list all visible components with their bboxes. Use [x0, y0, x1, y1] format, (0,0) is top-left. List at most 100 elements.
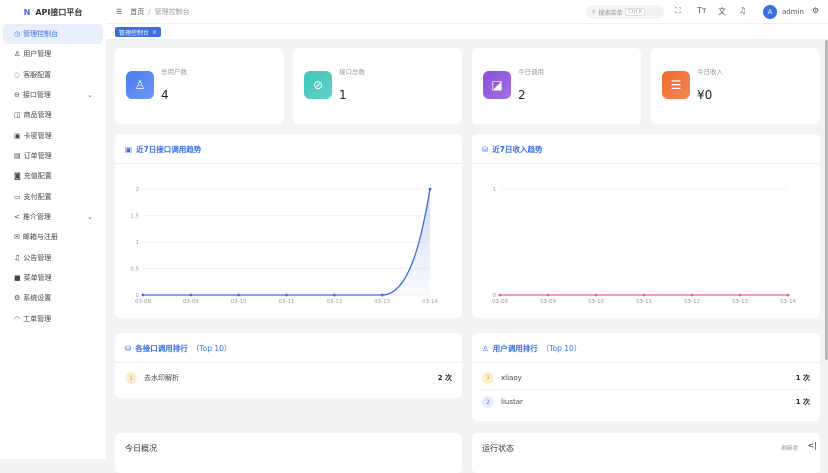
sidebar-item-1[interactable]: ♙ 用户管理	[3, 44, 103, 64]
rank-badge: 1	[125, 372, 137, 384]
sidebar-item-5[interactable]: ▣ 卡密管理	[3, 126, 103, 146]
header: ☰ 首页 / 管理控制台 ⌕ 搜索菜单 Ctrl K ⛶ Tт 文 ♫ A admi…	[106, 0, 828, 24]
breadcrumb-current: 管理控制台	[154, 7, 190, 16]
x-tick-label: 03-09	[183, 299, 199, 305]
sidebar-nav: ◷ 管理控制台 ♙ 用户管理 ◌ 客服配置 ⊖ 接口管理 ⌄ ◫ 商品管理 ▣ 卡密管理 ▤ 订单管理 ◙ 充值…	[0, 24, 106, 329]
stat-label: 今日收入	[697, 68, 723, 76]
x-tick-label: 03-08	[135, 299, 151, 305]
breadcrumb-home[interactable]: 首页	[130, 7, 145, 16]
chevron-down-icon[interactable]: ⌄	[87, 213, 93, 222]
user-icon: ♙	[126, 71, 154, 99]
api-trend-card: ▣ 近7日接口调用趋势 0 0.5 1 1.5 2 03-08 03-09 03-10 03-11…	[115, 134, 462, 318]
api-name: 去水印解析	[144, 374, 179, 382]
sidebar-item-4[interactable]: ◫ 商品管理	[3, 105, 103, 125]
stat-value: 1	[339, 88, 347, 102]
sidebar-item-8[interactable]: ▭ 支付配置	[3, 187, 103, 207]
recharge-icon: ◙	[14, 172, 21, 181]
sidebar-item-14[interactable]: ◠ 工单管理	[3, 309, 103, 329]
order-icon: ▤	[14, 152, 21, 161]
data-point	[498, 293, 502, 297]
rank-badge: 2	[482, 396, 494, 408]
search-placeholder: 搜索菜单	[598, 9, 623, 17]
sidebar-item-9[interactable]: < 推介管理 ⌄	[3, 207, 103, 227]
sidebar-item-12[interactable]: ■ 菜单管理	[3, 268, 103, 288]
chart-title: 近7日接口调用趋势	[136, 145, 202, 154]
card-subtitle: （Top 10）	[541, 344, 582, 353]
bell-icon[interactable]: ♫	[739, 6, 747, 15]
breadcrumb-separator: /	[148, 7, 151, 16]
card-title: 运行状态	[482, 444, 514, 453]
chevron-down-icon[interactable]: ⌄	[87, 91, 93, 100]
sidebar-item-2[interactable]: ◌ 客服配置	[3, 65, 103, 85]
y-tick-label: 0	[493, 293, 497, 299]
sidebar-item-11[interactable]: ♫ 公告管理	[3, 248, 103, 268]
stat-value: ¥0	[697, 88, 713, 102]
tab-dashboard[interactable]: 管理控制台 ×	[115, 27, 162, 37]
y-tick-label: 2	[136, 187, 140, 193]
close-icon[interactable]: ×	[152, 28, 158, 36]
x-tick-label: 03-13	[374, 299, 390, 305]
sidebar-item-label: 推介管理	[22, 213, 51, 222]
bag-icon: ◫	[14, 111, 21, 120]
mail-icon: ✉	[14, 233, 20, 242]
stat-label: 接口总数	[339, 68, 365, 76]
menu-toggle-icon[interactable]: ☰	[116, 7, 123, 16]
chat-icon: ◌	[14, 70, 21, 79]
data-point	[786, 293, 790, 297]
gear-icon: ⚙	[14, 294, 21, 303]
sidebar-item-label: 支付配置	[23, 192, 52, 201]
sidebar-item-label: 系统设置	[23, 294, 52, 303]
call-count: 1 次	[795, 398, 810, 406]
logo-icon: N	[23, 7, 31, 17]
search-shortcut: Ctrl K	[625, 8, 646, 16]
dashboard-icon: ◷	[14, 30, 21, 38]
avatar[interactable]: A	[763, 5, 777, 19]
sidebar-item-7[interactable]: ◙ 充值配置	[3, 166, 103, 186]
sidebar-item-label: 商品管理	[23, 111, 52, 120]
grid-icon: ■	[14, 274, 21, 283]
sidebar-item-10[interactable]: ✉ 邮箱与注册	[3, 227, 103, 247]
tab-label: 管理控制台	[119, 29, 150, 37]
data-point	[690, 293, 694, 297]
sidebar-item-6[interactable]: ▤ 订单管理	[3, 146, 103, 166]
chart-icon: ▣	[125, 145, 133, 154]
x-tick-label: 03-14	[422, 299, 438, 305]
scrollbar[interactable]	[825, 40, 828, 360]
user-name: liustar	[501, 398, 523, 406]
card-icon: ▣	[14, 131, 21, 140]
income-trend-chart: 0 1 03-08 03-09 03-10 03-11 03-12 03-13 03-14	[492, 187, 796, 305]
link-icon: ⊖	[14, 91, 20, 100]
sidebar-item-label: 菜单管理	[23, 274, 52, 283]
run-status-card: 运行状态 刷新状 <|	[472, 433, 820, 473]
bell-icon: ♫	[14, 253, 21, 262]
user-icon: ♙	[14, 50, 21, 59]
search-input[interactable]: ⌕ 搜索菜单 Ctrl K	[586, 5, 664, 19]
sidebar-item-label: 客服配置	[23, 70, 52, 79]
list-item: 1 去水印解析 2 次	[125, 366, 452, 390]
chart-title: 近7日收入趋势	[492, 145, 543, 154]
database-icon: ⛁	[482, 145, 489, 154]
collapse-icon[interactable]: <|	[807, 441, 817, 450]
data-point	[380, 293, 384, 297]
username[interactable]: admin	[782, 8, 804, 16]
y-tick-label: 1	[136, 240, 140, 246]
stat-label: 今日调用	[518, 68, 544, 76]
sidebar-item-3[interactable]: ⊖ 接口管理 ⌄	[3, 85, 103, 105]
sidebar-item-0[interactable]: ◷ 管理控制台	[3, 24, 103, 44]
payment-icon: ▭	[14, 192, 21, 201]
fullscreen-icon[interactable]: ⛶	[675, 6, 681, 15]
data-point	[141, 293, 145, 297]
x-tick-label: 03-10	[588, 299, 604, 305]
card-title: 各接口调用排行	[135, 344, 188, 353]
sidebar-item-label: 卡密管理	[23, 131, 52, 140]
settings-icon[interactable]: ⚙	[812, 6, 820, 15]
sidebar-item-label: 接口管理	[22, 91, 51, 100]
translate-icon[interactable]: 文	[718, 7, 726, 16]
font-size-icon[interactable]: Tт	[697, 6, 707, 15]
refresh-status-button[interactable]: 刷新状	[781, 446, 798, 452]
data-point	[237, 293, 241, 297]
sidebar-item-13[interactable]: ⚙ 系统设置	[3, 288, 103, 308]
data-point	[642, 293, 646, 297]
sidebar: N API接口平台 ◷ 管理控制台 ♙ 用户管理 ◌ 客服配置 ⊖ 接口管理 ⌄ ◫ 商品管理 ▣ 卡密管…	[0, 0, 106, 459]
logo[interactable]: N API接口平台	[0, 0, 106, 24]
